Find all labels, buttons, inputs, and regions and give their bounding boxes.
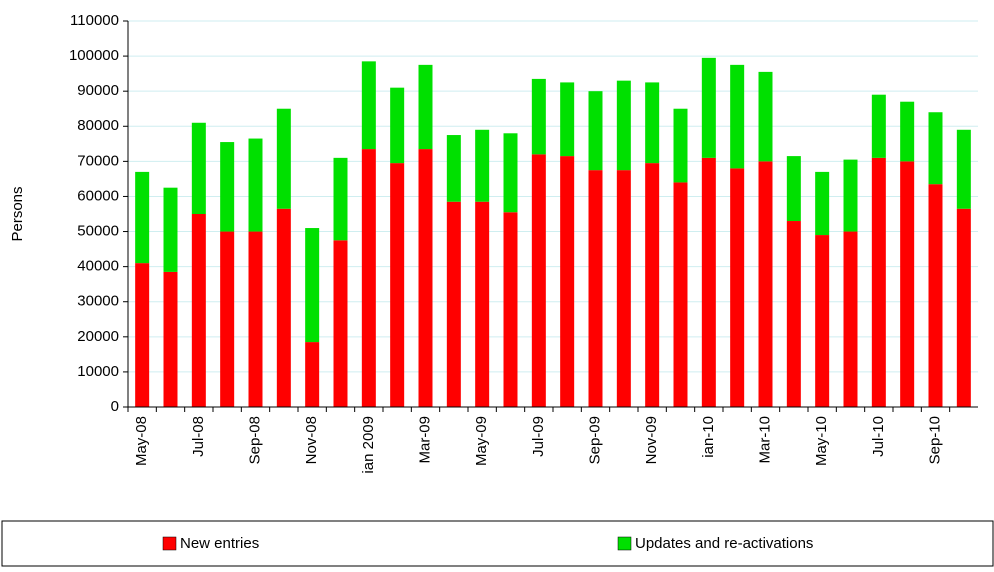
bar-segment (531, 154, 546, 407)
x-tick-label: Jul-08 (190, 416, 207, 457)
x-tick-label: ian-10 (700, 416, 717, 458)
bar-segment (871, 94, 886, 158)
legend-box (1, 520, 994, 567)
bar-segment (900, 101, 915, 162)
y-tick-label: 60000 (77, 187, 119, 204)
bar-segment (815, 171, 830, 236)
bar-segment (361, 149, 376, 407)
legend-swatch (162, 536, 177, 551)
bar-segment (588, 170, 603, 407)
x-tick-label: May-09 (473, 416, 490, 466)
bar-segment (928, 184, 943, 407)
bar-segment (191, 122, 206, 214)
bar-segment (786, 221, 801, 407)
y-tick-label: 30000 (77, 293, 119, 310)
bar-segment (843, 159, 858, 232)
bar-segment (900, 161, 915, 407)
y-tick-label: 0 (111, 398, 119, 415)
x-tick-label: Mar-09 (416, 416, 433, 464)
y-tick-label: 20000 (77, 328, 119, 345)
bar-segment (163, 271, 178, 407)
bar-segment (135, 171, 150, 264)
x-tick-label: May-08 (133, 416, 150, 466)
bar-segment (616, 170, 631, 407)
bar-segment (446, 201, 461, 407)
legend-label: Updates and re-activations (635, 535, 813, 552)
bar-segment (475, 129, 490, 202)
bar-segment (871, 157, 886, 407)
bar-segment (531, 78, 546, 155)
bar-segment (418, 149, 433, 407)
bar-segment (305, 228, 320, 343)
x-tick-label: Mar-10 (756, 416, 773, 464)
bar-segment (418, 64, 433, 150)
y-tick-label: 80000 (77, 117, 119, 134)
bar-segment (390, 87, 405, 164)
bar-segment (956, 208, 971, 407)
bar-segment (475, 201, 490, 407)
x-tick-label: Jul-10 (870, 416, 887, 457)
y-tick-label: 10000 (77, 363, 119, 380)
bar-segment (248, 138, 263, 232)
bar-segment (276, 108, 291, 209)
bar-segment (220, 142, 235, 232)
y-tick-label: 90000 (77, 82, 119, 99)
y-tick-label: 110000 (70, 12, 119, 29)
bar-segment (928, 112, 943, 185)
bar-segment (843, 231, 858, 407)
bar-segment (786, 156, 801, 222)
bar-segment (758, 71, 773, 162)
bar-segment (333, 157, 348, 241)
y-tick-label: 40000 (77, 258, 119, 275)
bar-segment (390, 163, 405, 407)
bar-segment (730, 168, 745, 407)
bar-segment (616, 80, 631, 171)
bar-segment (135, 263, 150, 407)
bar-segment (815, 235, 830, 407)
bar-segment (701, 57, 716, 158)
bar-segment (305, 342, 320, 407)
x-tick-label: Nov-09 (643, 416, 660, 464)
bar-segment (361, 61, 376, 150)
y-tick-label: 50000 (77, 223, 119, 240)
bar-segment (673, 108, 688, 183)
bar-segment (191, 214, 206, 407)
bar-segment (333, 240, 348, 407)
bar-segment (701, 157, 716, 407)
x-tick-label: Nov-08 (303, 416, 320, 464)
bar-segment (503, 212, 518, 407)
bar-segment (163, 187, 178, 272)
legend-label: New entries (180, 535, 259, 552)
bar-segment (446, 135, 461, 202)
x-tick-label: ian 2009 (360, 416, 377, 474)
y-axis-label: Persons (9, 186, 26, 241)
bar-segment (730, 64, 745, 169)
bar-segment (758, 161, 773, 407)
bar-segment (673, 182, 688, 407)
y-tick-label: 70000 (77, 152, 119, 169)
bar-segment (560, 82, 575, 157)
x-tick-label: May-10 (813, 416, 830, 466)
bar-segment (276, 208, 291, 407)
bar-segment (588, 91, 603, 171)
bar-segment (248, 231, 263, 407)
legend-swatch (617, 536, 632, 551)
x-tick-label: Jul-09 (530, 416, 547, 457)
bar-segment (956, 129, 971, 209)
bar-segment (560, 156, 575, 407)
x-tick-label: Sep-10 (926, 416, 943, 464)
bar-segment (503, 133, 518, 213)
y-tick-label: 100000 (69, 47, 119, 64)
bar-segment (645, 82, 660, 164)
bar-segment (645, 163, 660, 407)
x-tick-label: Sep-08 (246, 416, 263, 464)
x-tick-label: Sep-09 (586, 416, 603, 464)
bar-segment (220, 231, 235, 407)
